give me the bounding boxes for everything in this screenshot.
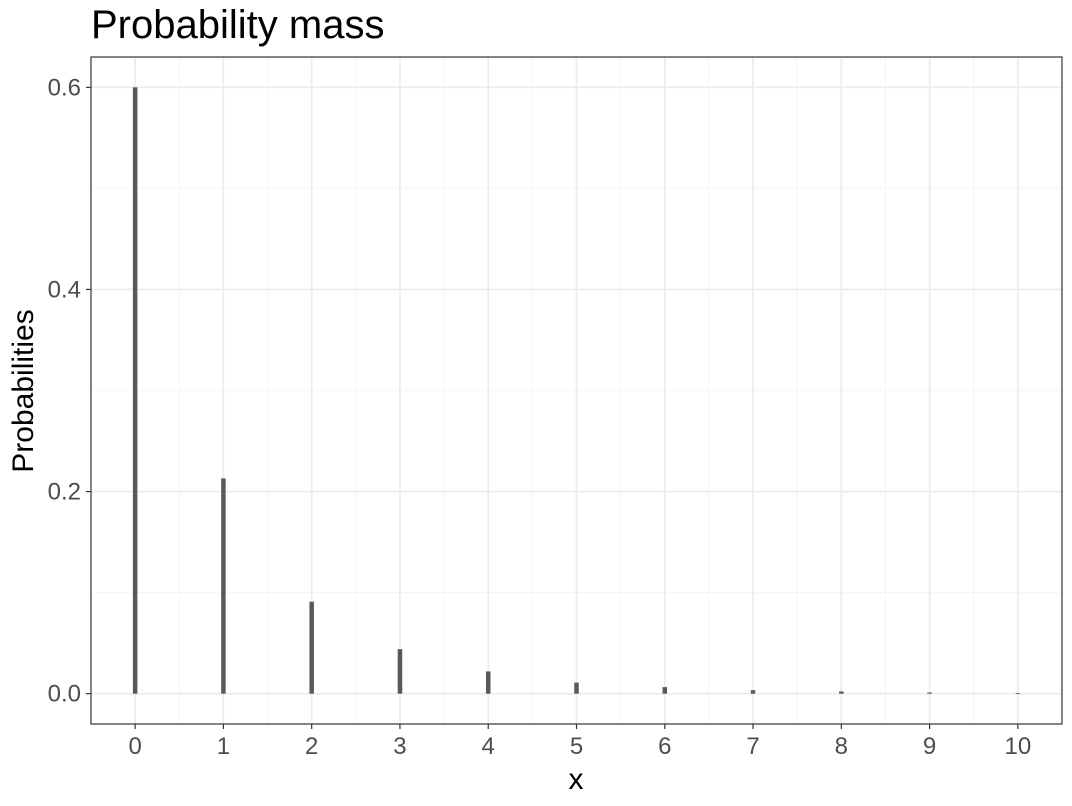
x-axis-title: x <box>569 763 584 796</box>
y-tick-label: 0.6 <box>48 74 81 101</box>
x-tick-label: 6 <box>658 733 671 760</box>
bars <box>132 87 1021 694</box>
x-tick-label: 0 <box>128 733 141 760</box>
y-tick-label: 0.2 <box>48 479 81 506</box>
bar <box>397 649 403 694</box>
grid <box>91 57 1062 724</box>
y-axis: 0.0 0.2 0.4 0.6 <box>48 74 91 708</box>
bar <box>221 478 226 694</box>
bar <box>750 690 756 694</box>
y-tick-label: 0.0 <box>48 681 81 708</box>
x-tick-label: 9 <box>923 733 936 760</box>
bar <box>485 671 491 694</box>
bar <box>1015 693 1021 694</box>
x-tick-label: 2 <box>305 733 318 760</box>
x-axis: 0 1 2 3 4 5 6 7 8 9 10 <box>128 724 1031 760</box>
x-tick-label: 10 <box>1005 733 1032 760</box>
bar <box>132 87 138 694</box>
y-axis-title: Probabilities <box>7 309 40 472</box>
bar <box>662 687 668 694</box>
x-tick-label: 8 <box>835 733 848 760</box>
x-tick-label: 3 <box>393 733 406 760</box>
bar <box>839 691 844 694</box>
x-tick-label: 4 <box>482 733 495 760</box>
y-tick-label: 0.4 <box>48 276 81 303</box>
bar <box>574 682 579 694</box>
x-tick-label: 5 <box>570 733 583 760</box>
x-tick-label: 1 <box>217 733 230 760</box>
chart-title: Probability mass <box>91 3 384 47</box>
bar <box>309 601 314 694</box>
bar <box>927 692 932 694</box>
x-tick-label: 7 <box>746 733 759 760</box>
